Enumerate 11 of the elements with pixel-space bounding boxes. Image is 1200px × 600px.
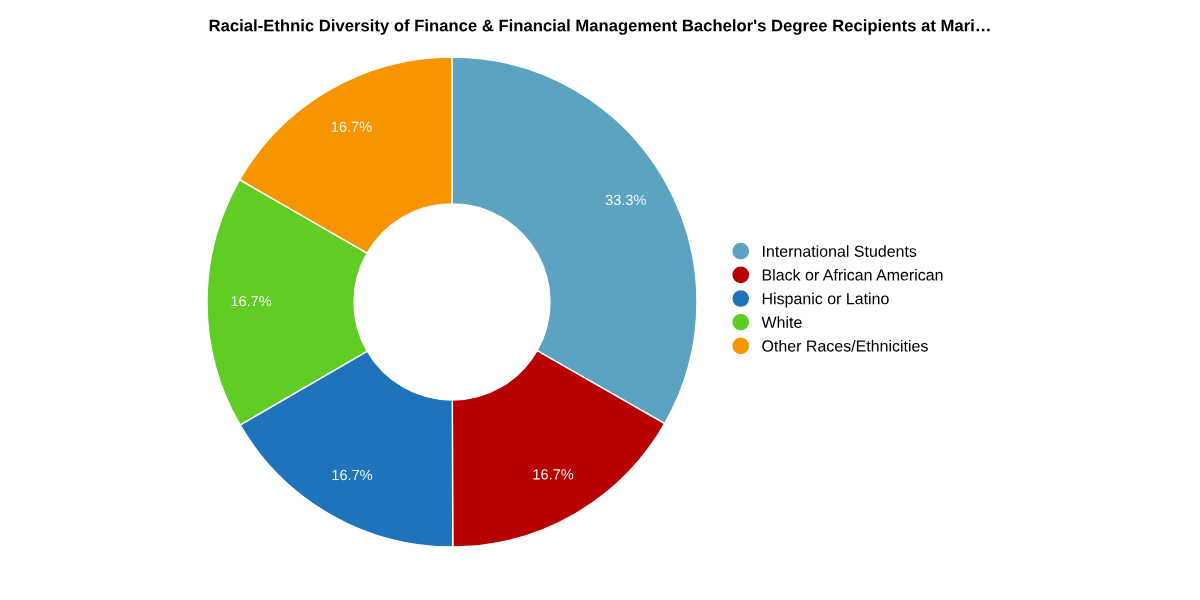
data-label: 16.7% — [533, 469, 574, 480]
legend-label: Hispanic or Latino — [762, 292, 889, 308]
legend-label: International Students — [762, 245, 917, 257]
chart-title: Racial-Ethnic Diversity of Finance & Financial Management Bachelor's Degree Recipients at Mari… — [209, 19, 990, 35]
legend-label: Other Races/Ethnicities — [762, 339, 928, 352]
legend-label: Black or African American — [762, 268, 943, 281]
data-label: 33.3% — [605, 194, 646, 206]
data-label: 16.7% — [231, 295, 272, 307]
data-label: 16.7% — [331, 121, 372, 132]
data-label: 16.7% — [332, 469, 373, 481]
legend-label: White — [761, 316, 802, 328]
